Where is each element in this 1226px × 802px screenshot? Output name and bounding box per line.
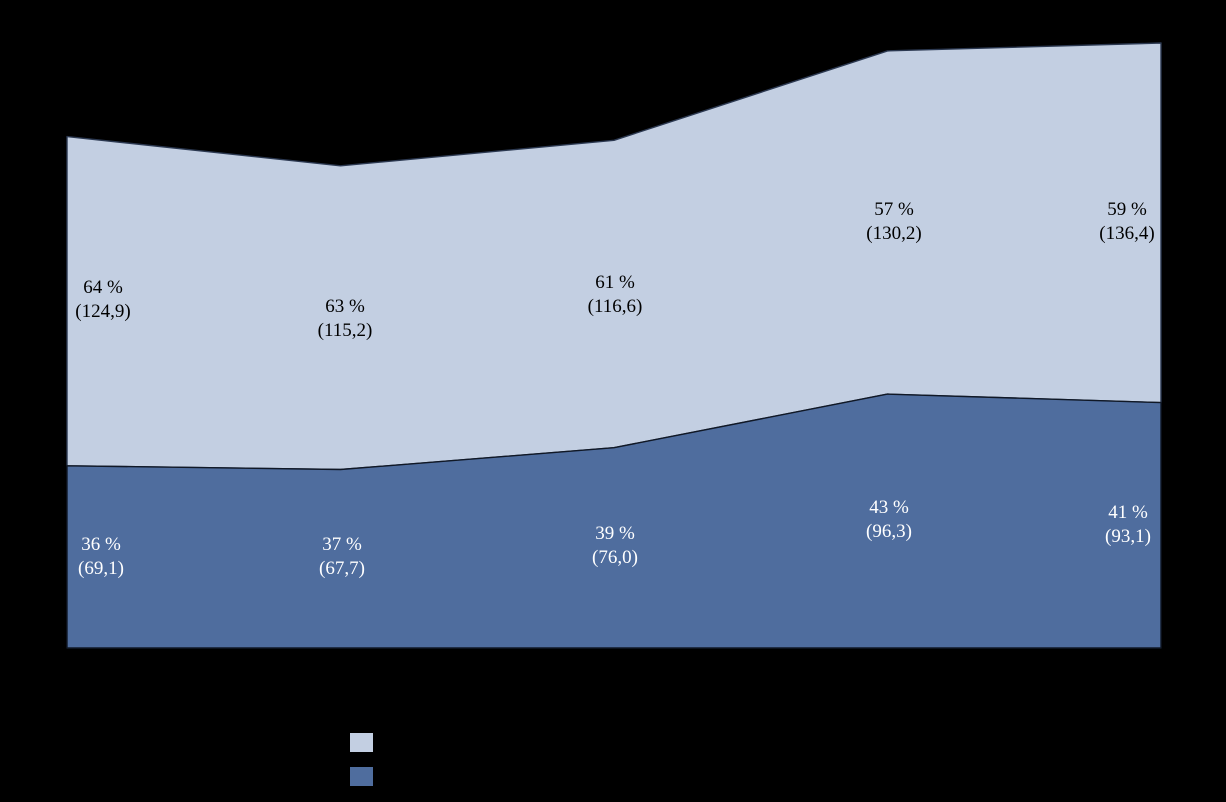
- percent-label: 43 %: [869, 497, 909, 518]
- data-label: 63 % (115,2): [318, 295, 373, 343]
- value-label: (67,7): [319, 558, 365, 579]
- percent-label: 64 %: [83, 277, 123, 298]
- percent-label: 37 %: [322, 534, 362, 555]
- value-label: (96,3): [866, 521, 912, 542]
- percent-label: 59 %: [1107, 199, 1147, 220]
- data-label: 64 % (124,9): [75, 276, 130, 324]
- value-label: (93,1): [1105, 526, 1151, 547]
- legend-swatch-upper-series: [350, 733, 373, 752]
- percent-label: 39 %: [595, 523, 635, 544]
- data-label: 41 % (93,1): [1105, 501, 1151, 549]
- lower-series-area: [66, 393, 1162, 649]
- value-label: (124,9): [75, 301, 131, 322]
- data-label: 43 % (96,3): [866, 496, 912, 544]
- value-label: (115,2): [317, 320, 373, 341]
- data-label: 37 % (67,7): [319, 533, 365, 581]
- percent-label: 36 %: [81, 534, 121, 555]
- data-label: 59 % (136,4): [1099, 198, 1154, 246]
- percent-label: 41 %: [1108, 502, 1148, 523]
- value-label: (76,0): [592, 547, 638, 568]
- value-label: (69,1): [78, 558, 124, 579]
- percent-label: 63 %: [325, 296, 365, 317]
- value-label: (130,2): [866, 223, 922, 244]
- legend-swatch-lower-series: [350, 767, 373, 786]
- percent-label: 61 %: [595, 272, 635, 293]
- data-label: 39 % (76,0): [592, 522, 638, 570]
- data-label: 36 % (69,1): [78, 533, 124, 581]
- data-label: 61 % (116,6): [588, 271, 643, 319]
- data-label: 57 % (130,2): [866, 198, 921, 246]
- percent-label: 57 %: [874, 199, 914, 220]
- value-label: (116,6): [587, 296, 643, 317]
- value-label: (136,4): [1099, 223, 1155, 244]
